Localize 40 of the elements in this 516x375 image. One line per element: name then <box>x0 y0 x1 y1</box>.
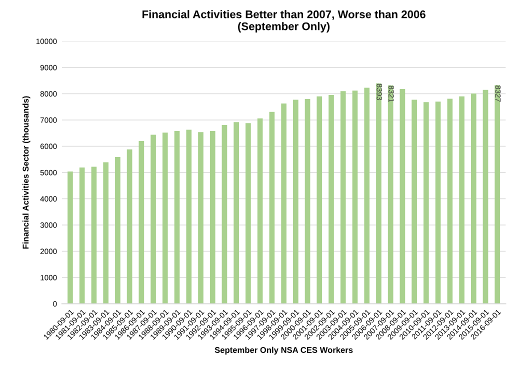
x-axis-title: September Only NSA CES Workers <box>214 346 353 355</box>
bar <box>115 157 120 304</box>
bar <box>424 102 429 304</box>
bar <box>68 171 73 304</box>
bar <box>447 98 453 304</box>
bar <box>210 131 216 304</box>
chart-title: Financial Activities Better than 2007, Worse than 2006 (September Only) <box>142 10 426 32</box>
bar <box>246 123 251 304</box>
bar <box>482 90 488 304</box>
bar <box>91 166 97 304</box>
bar <box>364 88 370 304</box>
bar <box>281 103 286 304</box>
bar <box>459 96 464 304</box>
bar <box>138 141 144 304</box>
bar <box>316 96 322 304</box>
bar <box>400 89 406 304</box>
bar <box>494 85 500 304</box>
bar <box>376 83 382 304</box>
bar <box>79 168 85 304</box>
bar <box>198 132 204 304</box>
bar <box>126 149 132 304</box>
y-axis-title: Financial Activities Sector (thousands) <box>22 96 30 249</box>
bar <box>352 90 358 304</box>
bar <box>150 134 156 304</box>
bar <box>292 100 298 304</box>
bar <box>412 100 417 304</box>
bar <box>103 162 108 304</box>
bar <box>222 124 228 304</box>
bar <box>470 93 476 304</box>
bar <box>186 130 192 304</box>
bar <box>162 132 168 304</box>
bar <box>340 91 346 304</box>
bar <box>304 99 310 304</box>
bar <box>257 118 263 304</box>
bar <box>388 85 394 304</box>
bar <box>269 112 275 304</box>
bar <box>174 131 180 304</box>
bar <box>328 95 334 304</box>
bar <box>435 102 441 304</box>
bar <box>234 122 240 304</box>
